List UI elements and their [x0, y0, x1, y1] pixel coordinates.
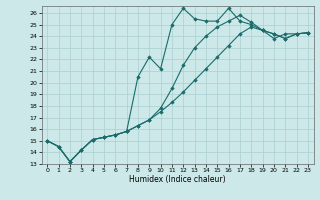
X-axis label: Humidex (Indice chaleur): Humidex (Indice chaleur) [129, 175, 226, 184]
